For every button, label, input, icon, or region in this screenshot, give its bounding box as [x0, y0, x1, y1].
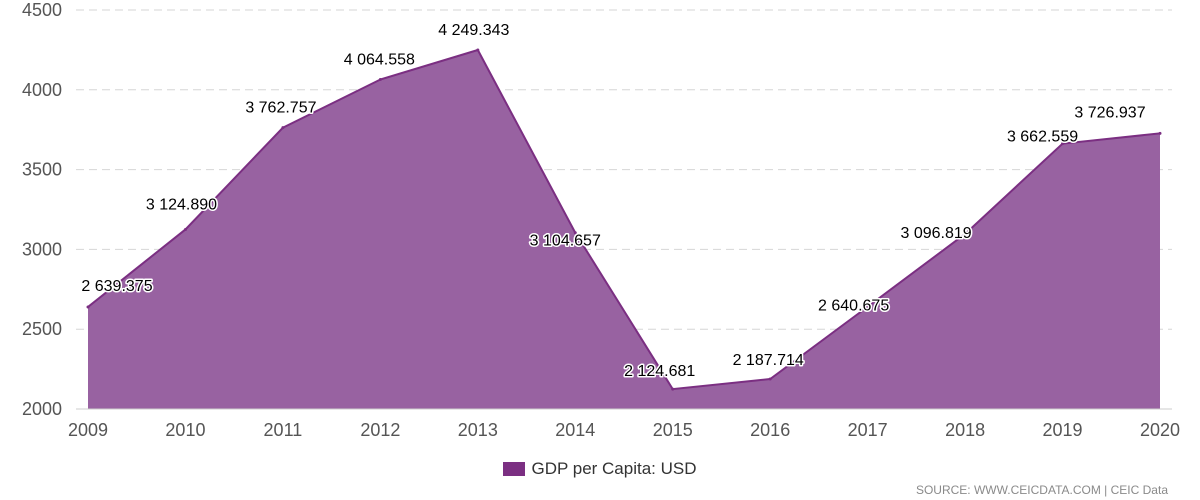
- data-label: 2 124.681: [624, 363, 695, 380]
- area-fill: [88, 50, 1160, 410]
- x-tick-label: 2012: [360, 420, 400, 440]
- series-line: [87, 48, 1161, 391]
- data-point: [476, 48, 480, 52]
- y-tick-label: 4000: [22, 80, 62, 100]
- legend-swatch: [503, 462, 526, 476]
- series-area: [86, 48, 1162, 410]
- x-tick-label: 2018: [945, 420, 985, 440]
- data-label: 3 726.937: [1074, 104, 1145, 121]
- data-label: 4 249.343: [438, 22, 509, 39]
- data-label: 3 662.559: [1007, 129, 1078, 146]
- data-label: 2 639.375: [81, 278, 152, 295]
- y-axis: 2000 2500 3000 3500 4000 4500: [22, 0, 62, 419]
- data-point: [281, 126, 285, 130]
- x-tick-label: 2014: [555, 420, 595, 440]
- data-label: 3 762.757: [245, 100, 316, 117]
- legend[interactable]: GDP per Capita: USD: [0, 459, 1200, 479]
- x-tick-label: 2016: [750, 420, 790, 440]
- y-tick-label: 2500: [22, 319, 62, 339]
- data-label: 3 124.890: [146, 196, 217, 213]
- y-tick-label: 4500: [22, 0, 62, 20]
- x-tick-label: 2011: [264, 420, 303, 440]
- y-tick-label: 2000: [22, 399, 62, 419]
- x-tick-label: 2009: [68, 420, 108, 440]
- x-tick-label: 2019: [1043, 420, 1083, 440]
- data-labels: 2 639.375 3 124.890 3 762.757 4 064.558 4 24…: [80, 21, 1147, 382]
- data-point: [378, 77, 382, 81]
- data-label: 2 640.675: [818, 298, 889, 315]
- data-point: [866, 305, 870, 309]
- data-label: 3 096.819: [900, 225, 971, 242]
- data-point: [768, 377, 772, 381]
- x-tick-label: 2020: [1140, 420, 1180, 440]
- data-point: [1061, 142, 1065, 146]
- x-tick-label: 2017: [848, 420, 888, 440]
- data-label: 2 187.714: [733, 352, 804, 369]
- x-tick-label: 2010: [165, 420, 205, 440]
- y-tick-label: 3000: [22, 239, 62, 259]
- data-point: [963, 232, 967, 236]
- data-point: [183, 227, 187, 231]
- data-label: 4 064.558: [344, 51, 415, 68]
- data-label: 3 104.657: [530, 233, 601, 250]
- source-credit: SOURCE: WWW.CEICDATA.COM | CEIC Data: [915, 483, 1168, 497]
- y-tick-label: 3500: [22, 160, 62, 180]
- legend-label: GDP per Capita: USD: [531, 459, 697, 478]
- x-axis: 2009 2010 2011 2012 2013 2014 2015 2016 2017 2018…: [68, 408, 1180, 440]
- data-point: [1158, 131, 1162, 135]
- x-tick-label: 2015: [653, 420, 693, 440]
- x-tick-label: 2013: [458, 420, 498, 440]
- data-point: [86, 305, 90, 309]
- data-point: [671, 387, 675, 391]
- data-point: [573, 231, 577, 235]
